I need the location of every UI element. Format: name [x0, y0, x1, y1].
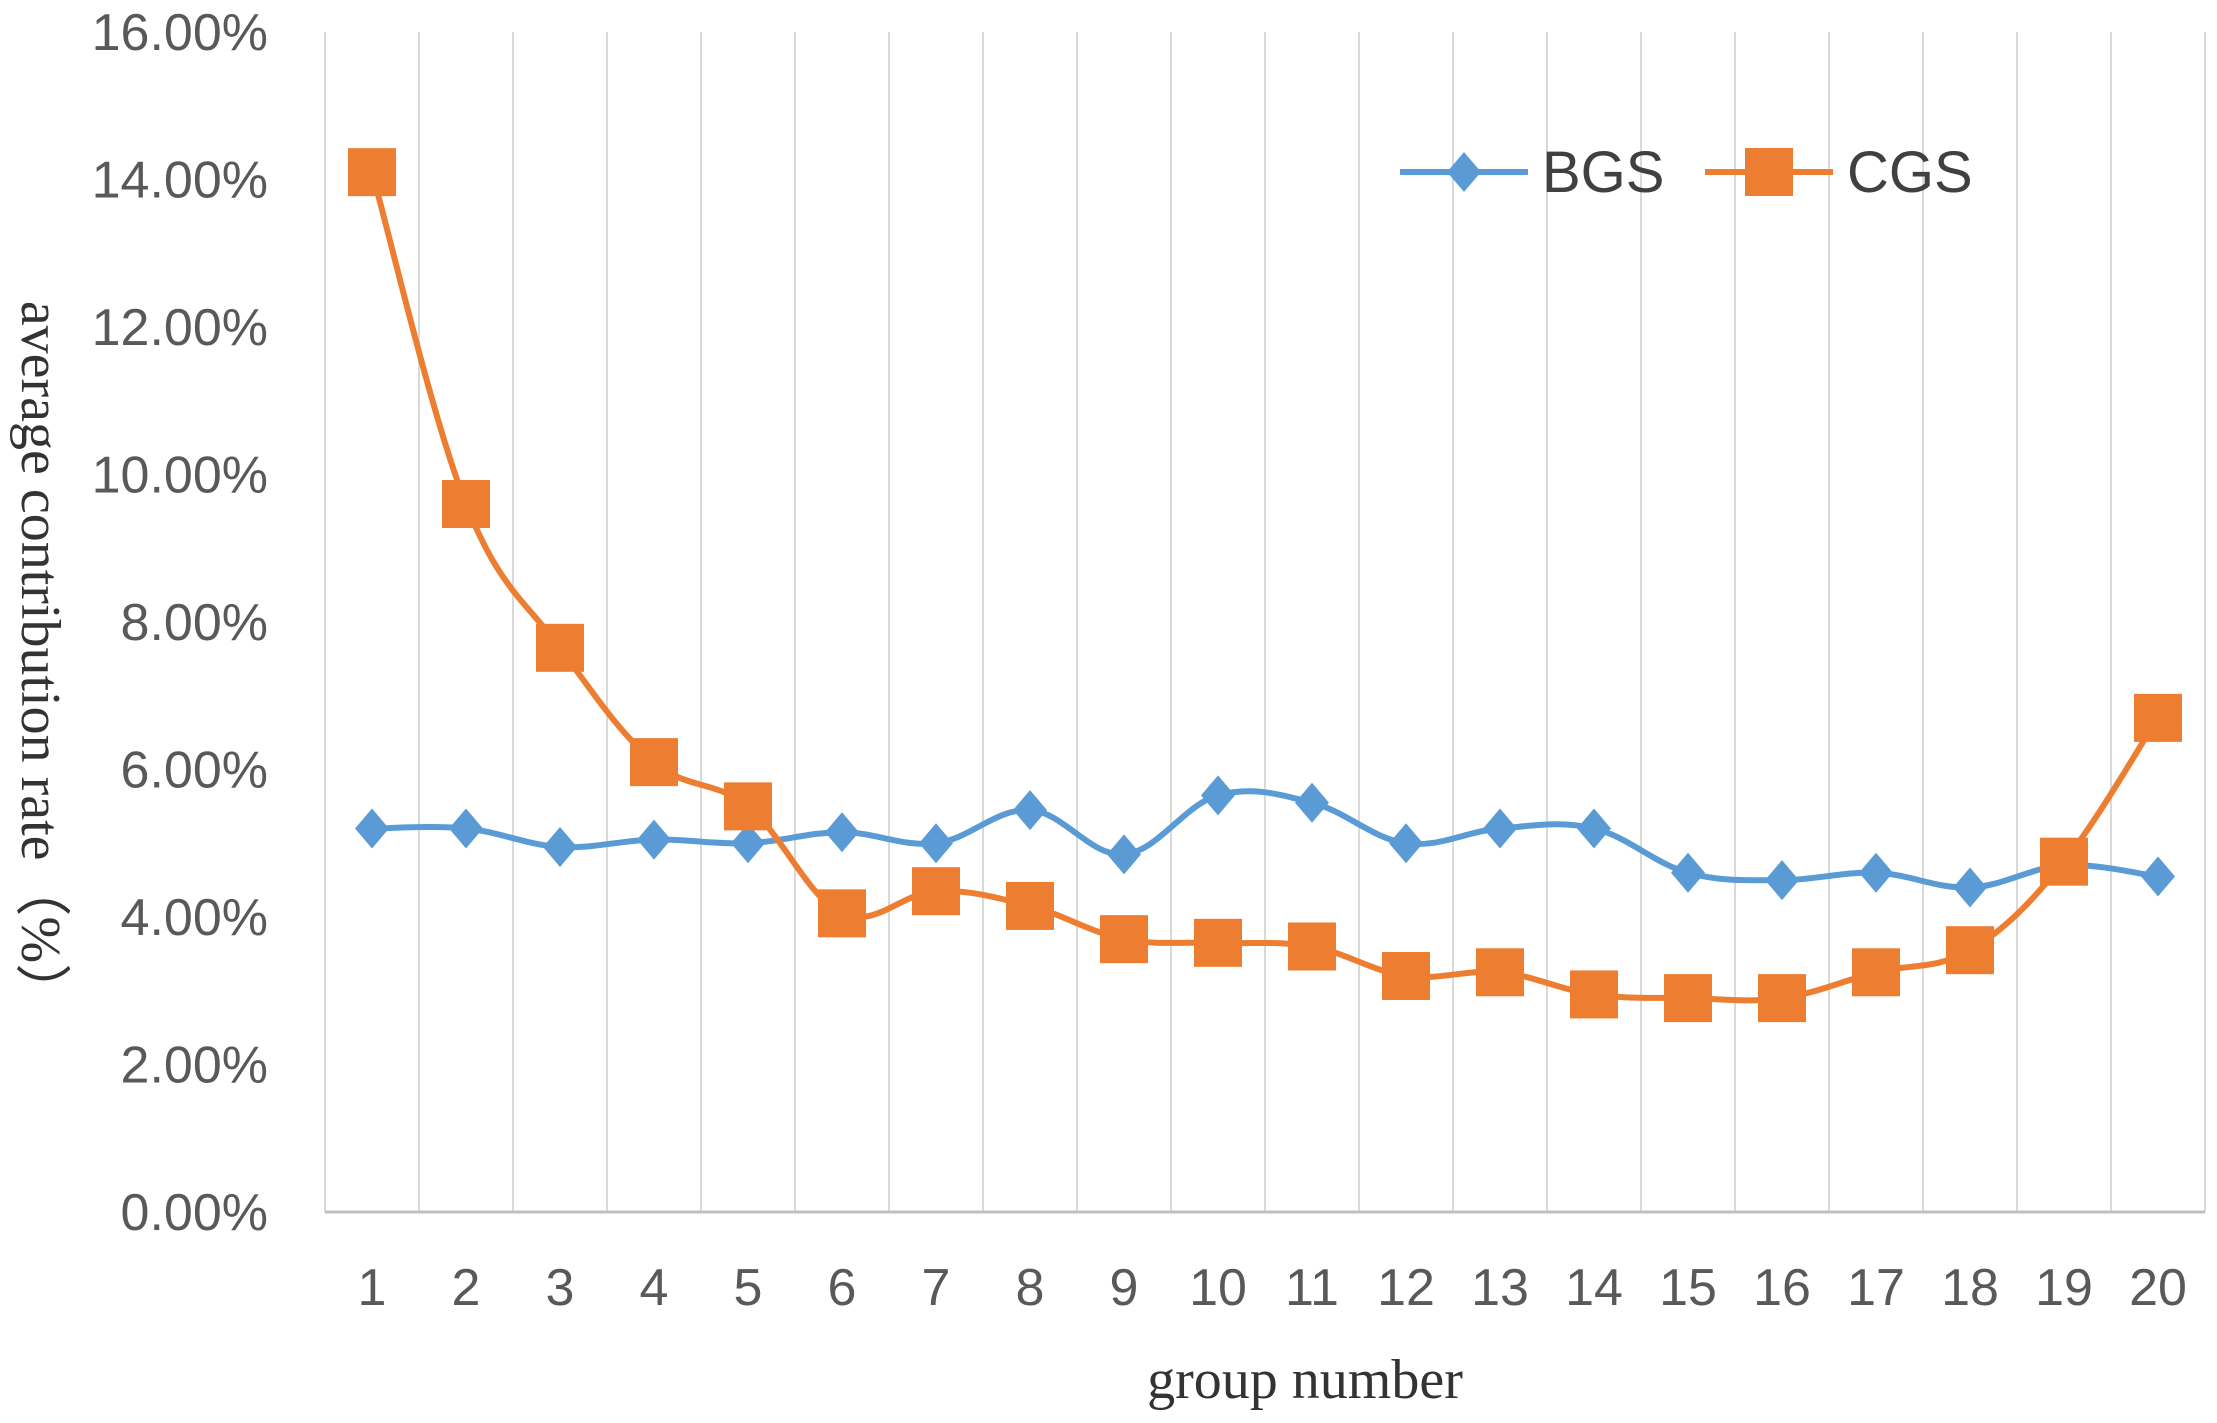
data-point-bgs	[1483, 808, 1517, 849]
x-tick-label: 18	[1941, 1259, 1999, 1317]
data-point-bgs	[2141, 856, 2175, 897]
x-tick-label: 11	[1285, 1259, 1339, 1317]
data-point-cgs	[536, 623, 584, 672]
y-tick-label: 14.00%	[92, 152, 268, 210]
data-point-cgs	[724, 782, 772, 831]
data-point-bgs	[1013, 790, 1047, 831]
data-point-bgs	[1201, 775, 1235, 816]
data-point-cgs	[348, 148, 396, 197]
legend-label: CGS	[1847, 140, 1973, 205]
data-point-cgs	[1288, 922, 1336, 971]
data-point-cgs	[630, 738, 678, 787]
data-point-cgs	[442, 480, 490, 528]
legend-item-bgs: BGS	[1400, 140, 1665, 205]
data-point-cgs	[818, 889, 866, 938]
x-tick-label: 1	[358, 1259, 387, 1317]
series-bgs	[355, 775, 2175, 908]
y-tick-label: 12.00%	[92, 299, 268, 357]
series-layer	[348, 148, 2182, 1023]
data-point-cgs	[2040, 837, 2088, 886]
x-tick-label: 12	[1377, 1259, 1435, 1317]
data-point-cgs	[1758, 974, 1806, 1023]
x-tick-label: 7	[922, 1259, 951, 1317]
y-tick-label: 4.00%	[121, 889, 268, 947]
x-axis-ticks: 1 2 3 4 5 6 7 8 9 10 11 12 13 14 15 16 17 18 19 20	[358, 1259, 2187, 1317]
x-tick-label: 8	[1016, 1259, 1045, 1317]
data-point-cgs	[1570, 970, 1618, 1019]
data-point-bgs	[1953, 867, 1987, 908]
legend-label: BGS	[1542, 140, 1665, 205]
data-point-bgs	[825, 812, 859, 853]
x-tick-label: 17	[1847, 1259, 1905, 1317]
y-tick-label: 16.00%	[92, 4, 268, 62]
x-axis-title: group number	[1147, 1349, 1463, 1411]
data-point-cgs	[1382, 952, 1430, 1000]
x-tick-label: 13	[1471, 1259, 1529, 1317]
x-tick-label: 5	[734, 1259, 763, 1317]
data-point-cgs	[1946, 926, 1994, 975]
y-tick-label: 6.00%	[121, 742, 268, 800]
data-point-bgs	[355, 808, 389, 849]
data-point-bgs	[1295, 782, 1329, 823]
data-point-bgs	[449, 808, 483, 849]
grid-lines	[324, 32, 2206, 1212]
data-point-bgs	[1859, 852, 1893, 893]
y-tick-label: 0.00%	[121, 1184, 268, 1242]
data-point-cgs	[1476, 948, 1524, 997]
x-tick-label: 9	[1110, 1259, 1139, 1317]
data-point-cgs	[912, 867, 960, 916]
y-axis-title: average contribution rate（%）	[9, 301, 71, 1019]
data-point-bgs	[1107, 834, 1141, 875]
data-point-cgs	[1194, 918, 1242, 967]
data-point-cgs	[1100, 915, 1148, 964]
data-point-bgs	[1765, 860, 1799, 901]
legend-marker	[1447, 152, 1481, 192]
x-tick-label: 6	[828, 1259, 857, 1317]
x-tick-label: 14	[1565, 1259, 1623, 1317]
data-point-bgs	[543, 826, 577, 867]
x-tick-label: 4	[640, 1259, 669, 1317]
y-axis-ticks: 0.00% 2.00% 4.00% 6.00% 8.00% 10.00% 12.00% 14.…	[92, 4, 268, 1242]
data-point-cgs	[1852, 948, 1900, 997]
x-tick-label: 3	[546, 1259, 575, 1317]
legend-marker	[1745, 148, 1793, 196]
data-point-bgs	[1577, 808, 1611, 849]
legend: BGS CGS	[1400, 140, 1973, 205]
y-tick-label: 8.00%	[121, 594, 268, 652]
y-tick-label: 2.00%	[121, 1037, 268, 1095]
x-tick-label: 16	[1753, 1259, 1811, 1317]
legend-item-cgs: CGS	[1705, 140, 1973, 205]
x-tick-label: 10	[1189, 1259, 1247, 1317]
series-cgs	[348, 148, 2182, 1023]
x-tick-label: 19	[2035, 1259, 2093, 1317]
x-tick-label: 2	[452, 1259, 481, 1317]
data-point-cgs	[1664, 974, 1712, 1023]
data-point-bgs	[1671, 852, 1705, 893]
x-tick-label: 15	[1659, 1259, 1717, 1317]
data-point-bgs	[919, 823, 953, 864]
data-point-bgs	[731, 823, 765, 864]
data-point-cgs	[2134, 693, 2182, 742]
data-point-bgs	[1389, 823, 1423, 864]
y-tick-label: 10.00%	[92, 447, 268, 505]
x-tick-label: 20	[2129, 1259, 2187, 1317]
data-point-cgs	[1006, 881, 1054, 930]
data-point-bgs	[637, 819, 671, 860]
